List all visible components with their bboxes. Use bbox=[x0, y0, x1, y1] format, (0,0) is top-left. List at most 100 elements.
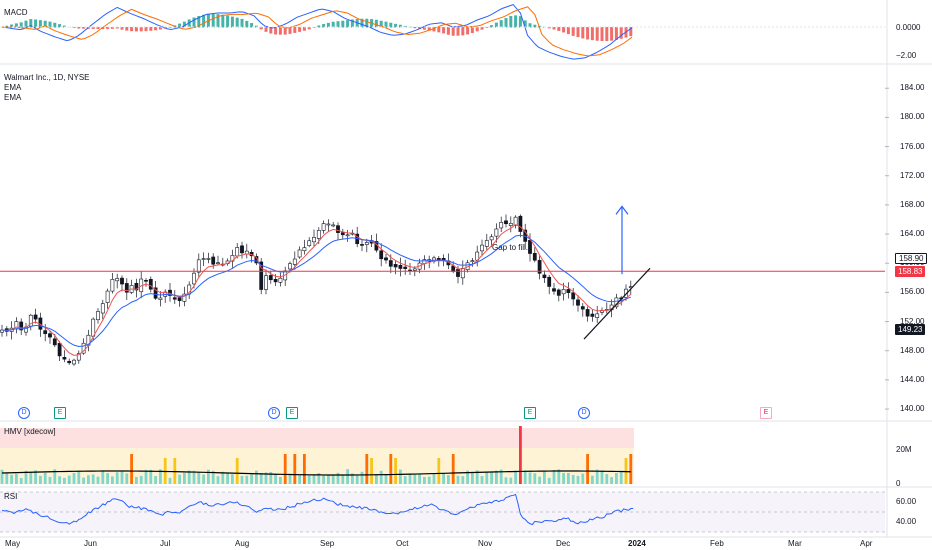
time-axis-label: May bbox=[5, 539, 21, 548]
macd-histogram-bar bbox=[24, 20, 28, 28]
candle-body bbox=[52, 338, 57, 346]
hmv-volume-bar bbox=[72, 472, 76, 484]
hmv-volume-bar bbox=[547, 477, 551, 484]
candle-body bbox=[480, 244, 484, 252]
rsi-tick-1: 40.00 bbox=[896, 517, 917, 526]
candle-body bbox=[326, 223, 331, 226]
hmv-volume-bar bbox=[43, 472, 47, 484]
macd-histogram-bar bbox=[533, 24, 537, 28]
rsi-line bbox=[1, 493, 634, 526]
candle-body bbox=[307, 240, 312, 246]
macd-histogram-bar bbox=[485, 27, 489, 28]
hmv-volume-bar bbox=[600, 471, 604, 484]
macd-histogram-bar bbox=[211, 13, 215, 28]
macd-histogram-bar bbox=[374, 19, 378, 28]
hmv-volume-bar bbox=[269, 471, 273, 484]
earnings-marker[interactable]: E bbox=[524, 407, 536, 419]
hmv-volume-bar bbox=[202, 474, 205, 484]
macd-histogram-bar bbox=[235, 17, 239, 28]
time-axis-label: 2024 bbox=[628, 539, 646, 548]
dividend-marker[interactable]: D bbox=[18, 407, 30, 419]
hmv-volume-bar bbox=[231, 474, 234, 484]
hmv-volume-bar bbox=[538, 476, 541, 484]
hmv-volume-bar bbox=[619, 471, 623, 484]
candle-body bbox=[403, 266, 408, 269]
candle-body bbox=[297, 249, 302, 258]
hmv-volume-bar bbox=[130, 454, 133, 484]
hmv-volume-bar bbox=[298, 474, 301, 484]
hmv-volume-bar bbox=[615, 472, 618, 484]
macd-histogram-bar bbox=[43, 20, 47, 28]
macd-histogram-bar bbox=[230, 16, 234, 28]
candle-body bbox=[216, 262, 220, 265]
hmv-volume-bar bbox=[437, 458, 441, 484]
ema-slow-line bbox=[1, 234, 631, 347]
hmv-volume-bar bbox=[82, 477, 85, 484]
hmv-volume-bar bbox=[15, 473, 18, 484]
macd-histogram-bar bbox=[269, 27, 273, 34]
macd-histogram-bar bbox=[259, 27, 263, 30]
candle-body bbox=[542, 274, 547, 279]
hmv-volume-bar bbox=[120, 471, 124, 484]
macd-histogram-bar bbox=[77, 27, 81, 29]
hmv-volume-bar bbox=[317, 473, 321, 484]
candle-body bbox=[398, 265, 403, 269]
dividend-marker[interactable]: D bbox=[268, 407, 280, 419]
hmv-volume-bar bbox=[207, 469, 210, 484]
candle-body bbox=[302, 247, 307, 252]
hmv-volume-bar bbox=[360, 471, 364, 484]
macd-histogram-bar bbox=[336, 21, 340, 28]
hmv-volume-bar bbox=[379, 470, 383, 484]
macd-histogram-bar bbox=[154, 27, 158, 31]
hmv-volume-bar bbox=[610, 477, 613, 484]
earnings-marker[interactable]: E bbox=[760, 407, 772, 419]
macd-histogram-bar bbox=[274, 27, 278, 35]
hmv-volume-bar bbox=[336, 472, 340, 484]
macd-histogram-bar bbox=[48, 21, 52, 28]
hmv-volume-bar bbox=[259, 473, 263, 484]
candle-body bbox=[273, 278, 278, 283]
hline-price-tag: 158.90 bbox=[895, 253, 928, 264]
candle-body bbox=[571, 292, 576, 300]
macd-histogram-bar bbox=[82, 27, 86, 29]
target-arrow-head bbox=[615, 205, 629, 215]
candle-body bbox=[484, 240, 489, 247]
hmv-volume-bar bbox=[581, 473, 585, 484]
macd-histogram-bar bbox=[130, 27, 134, 32]
dividend-marker[interactable]: D bbox=[578, 407, 590, 419]
macd-histogram-bar bbox=[317, 25, 321, 28]
macd-histogram-bar bbox=[571, 27, 575, 36]
macd-histogram-bar bbox=[437, 27, 441, 33]
hmv-volume-bar bbox=[471, 471, 474, 484]
macd-histogram-bar bbox=[14, 23, 18, 28]
hmv-volume-bar bbox=[384, 474, 388, 484]
candle-body bbox=[316, 230, 321, 239]
hmv-band-mid bbox=[0, 448, 634, 484]
candle-body bbox=[206, 258, 211, 260]
candle-body bbox=[532, 252, 537, 261]
hmv-volume-bar bbox=[475, 470, 479, 484]
hmv-volume-bar bbox=[451, 454, 455, 484]
macd-histogram-bar bbox=[293, 27, 297, 33]
macd-histogram-bar bbox=[53, 22, 57, 28]
macd-histogram-bar bbox=[394, 23, 398, 28]
hmv-volume-bar bbox=[106, 473, 109, 484]
price-tick-label: 156.00 bbox=[900, 287, 925, 297]
earnings-marker[interactable]: E bbox=[286, 407, 298, 419]
macd-histogram-bar bbox=[509, 16, 513, 28]
candle-body bbox=[470, 260, 475, 263]
macd-histogram-bar bbox=[182, 21, 186, 28]
macd-histogram-bar bbox=[418, 27, 422, 30]
hmv-volume-bar bbox=[403, 476, 407, 484]
candle-body bbox=[580, 306, 585, 310]
macd-histogram-bar bbox=[341, 20, 345, 28]
time-axis-label: Jul bbox=[160, 539, 171, 548]
candle-body bbox=[48, 333, 52, 338]
hmv-volume-bar bbox=[528, 472, 532, 484]
candle-body bbox=[91, 318, 96, 337]
time-axis-label: Feb bbox=[710, 539, 724, 548]
earnings-marker[interactable]: E bbox=[54, 407, 66, 419]
macd-histogram-bar bbox=[446, 27, 450, 35]
hmv-volume-bar bbox=[490, 471, 493, 484]
